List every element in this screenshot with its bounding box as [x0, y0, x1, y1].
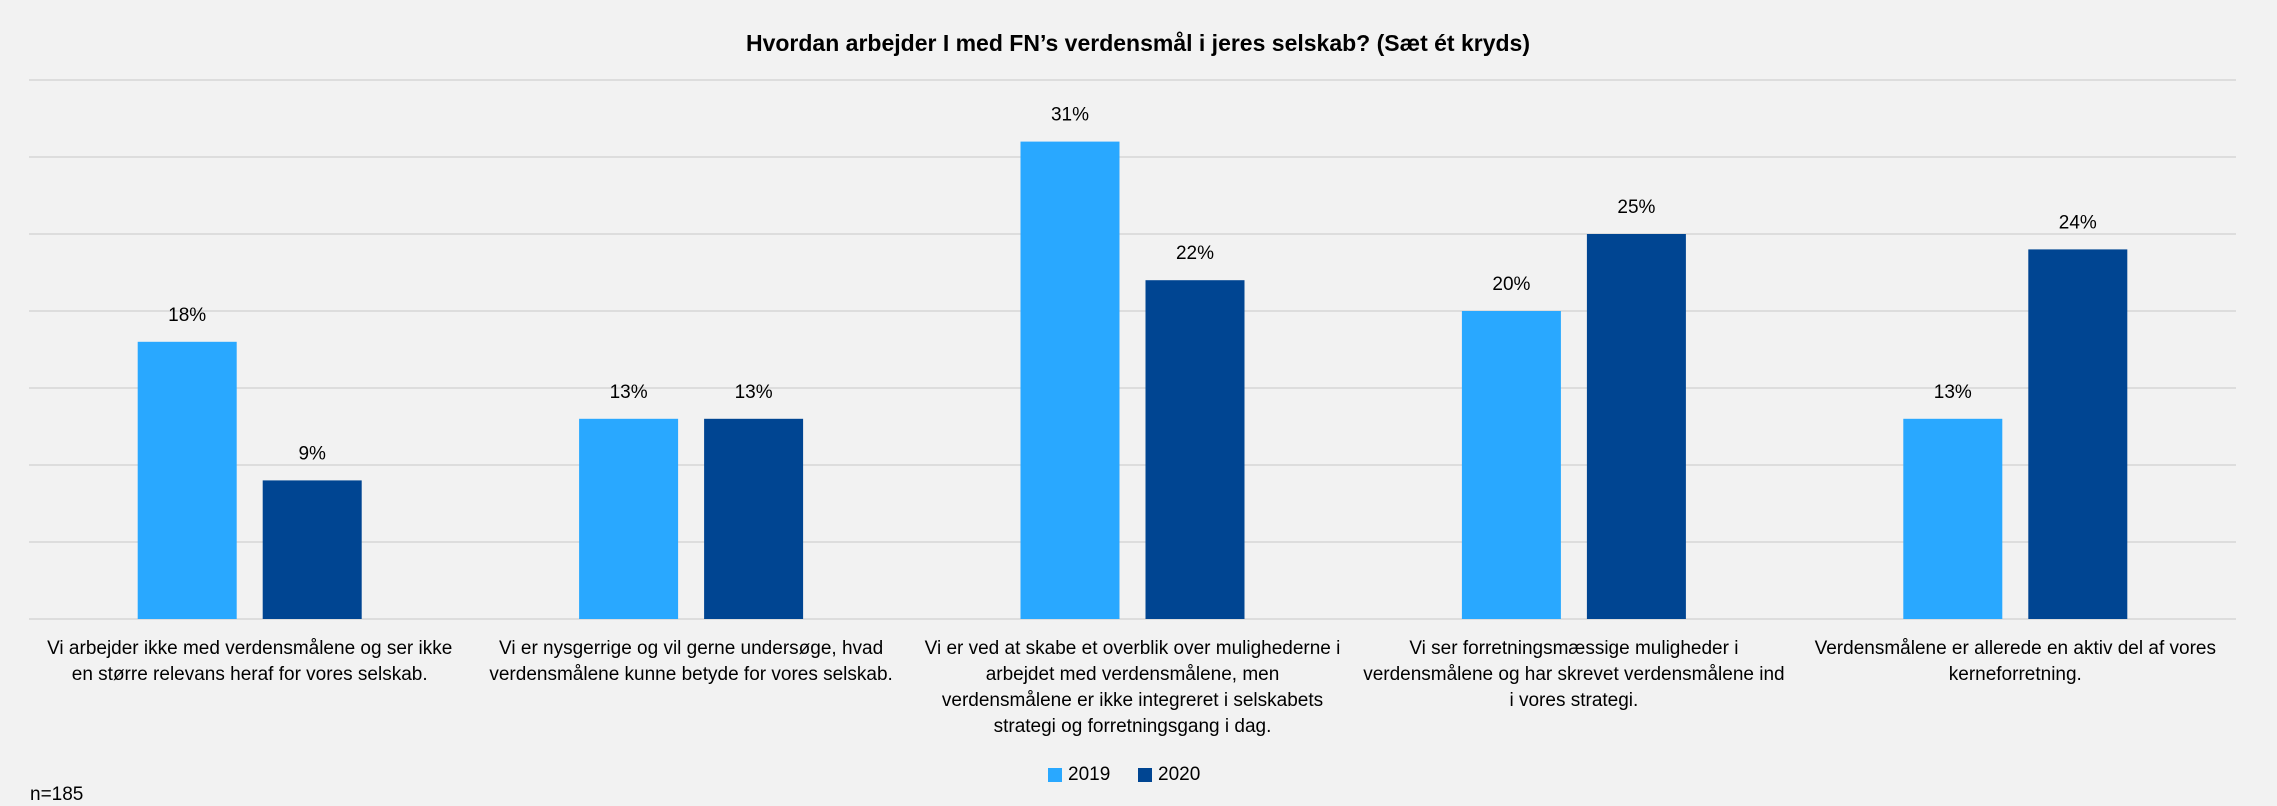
x-tick-label: arbejdet med verdensmålene, men	[986, 664, 1280, 685]
bar	[704, 418, 804, 619]
sample-note: n=185	[30, 784, 83, 805]
legend-label: 2019	[1068, 764, 1110, 785]
data-label: 13%	[735, 382, 773, 403]
x-tick-label: Vi arbejder ikke med verdensmålene og se…	[47, 638, 452, 659]
legend-swatch	[1048, 768, 1062, 782]
bar	[137, 341, 237, 619]
data-label: 18%	[168, 305, 206, 326]
data-label: 13%	[1934, 382, 1972, 403]
x-tick-label: Vi er nysgerrige og vil gerne undersøge,…	[499, 638, 883, 659]
bar	[1461, 311, 1561, 619]
chart-title: Hvordan arbejder I med FN’s verdensmål i…	[746, 30, 1530, 56]
data-label: 20%	[1492, 274, 1530, 295]
data-label: 9%	[298, 443, 326, 464]
x-tick-label: verdensmålene og har skrevet verdensmåle…	[1363, 664, 1784, 685]
x-tick-label: en større relevans heraf for vores selsk…	[72, 664, 428, 685]
data-label: 24%	[2059, 212, 2097, 233]
data-label: 22%	[1176, 243, 1214, 264]
legend-swatch	[1138, 768, 1152, 782]
x-tick-label: Vi ser forretningsmæssige muligheder i	[1409, 638, 1738, 659]
bar	[1903, 418, 2003, 619]
x-tick-label: kerneforretning.	[1949, 664, 2082, 685]
bar	[579, 418, 679, 619]
bar	[1586, 234, 1686, 619]
bar	[262, 480, 362, 619]
data-label: 25%	[1617, 197, 1655, 218]
bar	[2028, 249, 2128, 619]
x-tick-label: verdensmålene kunne betyde for vores sel…	[489, 664, 892, 685]
x-tick-label: strategi og forretningsgang i dag.	[994, 716, 1272, 737]
data-label: 13%	[610, 382, 648, 403]
x-tick-label: verdensmålene er ikke integreret i selsk…	[942, 690, 1323, 711]
x-tick-label: Verdensmålene er allerede en aktiv del a…	[1815, 638, 2216, 659]
x-tick-label: i vores strategi.	[1509, 690, 1638, 711]
legend-label: 2020	[1158, 764, 1200, 785]
bar	[1020, 141, 1120, 619]
x-tick-label: Vi er ved at skabe et overblik over muli…	[925, 638, 1341, 659]
bar	[1145, 280, 1245, 619]
data-label: 31%	[1051, 105, 1089, 126]
